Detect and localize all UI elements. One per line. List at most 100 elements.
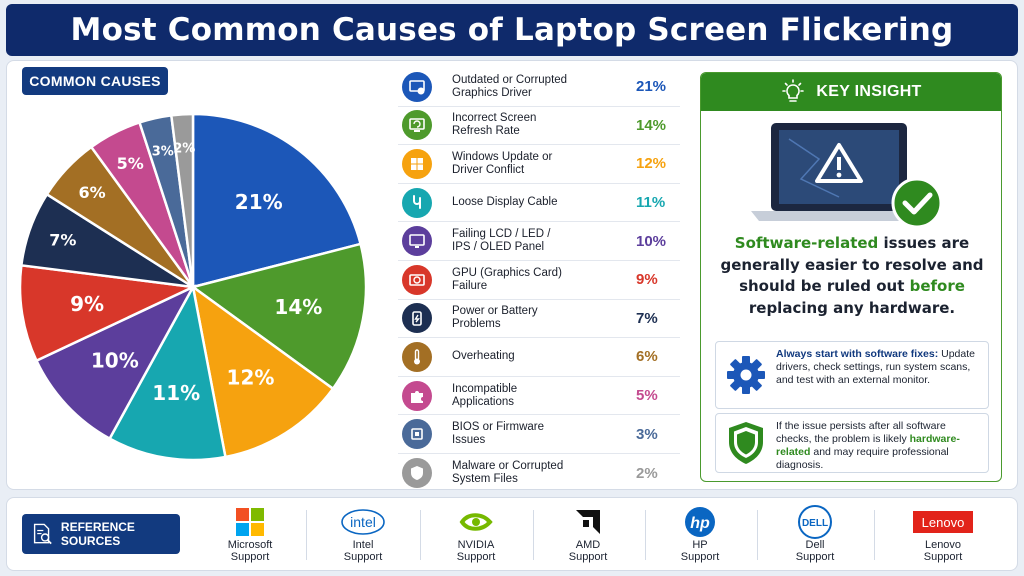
page-title: Most Common Causes of Laptop Screen Flic… xyxy=(70,12,954,48)
pie-slice-label: 7% xyxy=(49,231,76,250)
legend-label: BIOS or Firmware Issues xyxy=(452,421,545,447)
laptop-warning-icon xyxy=(751,123,943,229)
pie-slice-label: 9% xyxy=(70,292,104,316)
chip-icon xyxy=(402,419,432,450)
lenovo-logo-text: Lenovo xyxy=(922,515,965,530)
legend-row: Outdated or Corrupted Graphics Driver 21% xyxy=(398,68,680,107)
legend-label: Incompatible Applications xyxy=(452,382,518,408)
hp-logo-text: hp xyxy=(690,515,710,532)
pie-slice xyxy=(191,112,363,289)
source-intel[interactable]: intel Intel Support xyxy=(313,505,413,567)
nvidia-logo xyxy=(456,508,496,536)
shield-icon xyxy=(402,458,432,489)
common-causes-badge: COMMON CAUSES xyxy=(22,67,168,95)
microsoft-logo xyxy=(236,508,264,536)
source-lenovo[interactable]: Lenovo Lenovo Support xyxy=(893,505,993,567)
battery-icon xyxy=(402,303,432,334)
pie-slice xyxy=(18,263,198,363)
legend-row: Incorrect Screen Refresh Rate 14% xyxy=(398,107,680,146)
legend-row: Loose Display Cable 11% xyxy=(398,184,680,223)
legend-label: Incorrect Screen Refresh Rate xyxy=(452,112,537,138)
statement-part-3: before xyxy=(909,277,965,295)
pie-slice xyxy=(169,112,195,288)
legend-label: Outdated or Corrupted Graphics Driver xyxy=(452,73,568,99)
legend-row: Incompatible Applications 5% xyxy=(398,377,680,416)
legend-percent: 3% xyxy=(636,425,658,443)
pie-slice xyxy=(191,284,335,459)
legend-row: Failing LCD / LED / IPS / OLED Panel 10% xyxy=(398,222,680,261)
legend-percent: 11% xyxy=(636,194,666,212)
lightbulb-icon xyxy=(782,79,805,102)
pie-slice-label: 14% xyxy=(274,295,322,319)
dell-logo: DELL xyxy=(798,505,832,539)
puzzle-icon xyxy=(402,380,432,411)
pie-slice xyxy=(190,242,368,391)
pie-slice-label: 12% xyxy=(227,366,275,390)
legend-label: Windows Update or Driver Conflict xyxy=(452,150,553,176)
hardware-text-c: and may require professional diagnosis. xyxy=(776,446,949,471)
document-search-icon xyxy=(33,523,52,545)
hardware-text: If the issue persists after all software… xyxy=(776,414,988,472)
divider xyxy=(306,510,307,560)
shield-check-icon xyxy=(729,422,763,464)
legend-row: Overheating 6% xyxy=(398,338,680,377)
legend-row: GPU (Graphics Card) Failure 9% xyxy=(398,261,680,300)
hp-logo: hp xyxy=(685,507,715,537)
statement-part-4: replacing any hardware. xyxy=(748,298,956,317)
source-microsoft[interactable]: Microsoft Support xyxy=(200,505,300,567)
reference-sources-badge: REFERENCE SOURCES xyxy=(22,514,180,554)
source-label: Lenovo Support xyxy=(923,539,963,563)
pie-slice xyxy=(34,284,196,441)
hardware-card: If the issue persists after all software… xyxy=(715,413,989,473)
thermometer-icon xyxy=(402,341,432,372)
legend-label: Loose Display Cable xyxy=(452,196,558,209)
pie-slice-label: 6% xyxy=(79,183,106,202)
legend-row: Windows Update or Driver Conflict 12% xyxy=(398,145,680,184)
legend-percent: 2% xyxy=(636,464,658,482)
cable-icon xyxy=(402,187,432,218)
legend-percent: 7% xyxy=(636,309,658,327)
pie-slice-label: 10% xyxy=(91,348,139,372)
source-label: NVIDIA Support xyxy=(456,539,496,563)
legend-label: Overheating xyxy=(452,350,515,363)
legend-label: Failing LCD / LED / IPS / OLED Panel xyxy=(452,228,551,254)
source-amd[interactable]: AMD Support xyxy=(538,505,638,567)
pie-slice-label: 5% xyxy=(117,154,144,173)
monitor-icon xyxy=(402,226,432,257)
lenovo-logo: Lenovo xyxy=(913,511,973,533)
legend-percent: 6% xyxy=(636,348,658,366)
windows-icon xyxy=(402,148,432,179)
legend-row: Power or Battery Problems 7% xyxy=(398,300,680,339)
legend-percent: 14% xyxy=(636,116,667,134)
software-fixes-text: Always start with software fixes: Update… xyxy=(776,342,988,408)
source-nvidia[interactable]: NVIDIA Support xyxy=(426,505,526,567)
key-insight-header: KEY INSIGHT xyxy=(701,73,1001,111)
insight-statement: Software-related issues are generally ea… xyxy=(711,233,993,319)
divider xyxy=(757,510,758,560)
pie-chart: 21% 14% 12% 11% 10% 9% 7% 6% 5% 3% 2% xyxy=(18,112,368,462)
amd-logo xyxy=(576,510,600,534)
statement-part-1: Software-related xyxy=(734,234,879,252)
pie-slice-label: 3% xyxy=(152,144,174,159)
legend-percent: 5% xyxy=(636,387,658,405)
dell-logo-text: DELL xyxy=(802,518,828,529)
pie-slice-label: 21% xyxy=(235,190,283,214)
software-fixes-body: Update drivers, check settings, run syst… xyxy=(776,348,975,386)
cause-legend: Outdated or Corrupted Graphics Driver 21%… xyxy=(398,68,680,493)
legend-label: Power or Battery Problems xyxy=(452,305,538,331)
legend-percent: 9% xyxy=(636,271,658,289)
pie-slice-label: 2% xyxy=(173,141,195,156)
reference-sources-label: REFERENCE SOURCES xyxy=(60,520,135,548)
legend-percent: 21% xyxy=(636,78,667,96)
intel-logo: intel xyxy=(341,509,385,535)
source-label: Intel Support xyxy=(343,539,383,563)
pie-slice xyxy=(107,283,227,462)
legend-percent: 10% xyxy=(636,232,667,250)
divider xyxy=(533,510,534,560)
hardware-text-b: hardware-related xyxy=(776,433,960,458)
key-insight-title: KEY INSIGHT xyxy=(816,83,922,100)
source-label: AMD Support xyxy=(568,539,608,563)
source-dell[interactable]: DELL Dell Support xyxy=(765,505,865,567)
source-hp[interactable]: hp HP Support xyxy=(650,505,750,567)
gear-icon xyxy=(727,356,765,394)
